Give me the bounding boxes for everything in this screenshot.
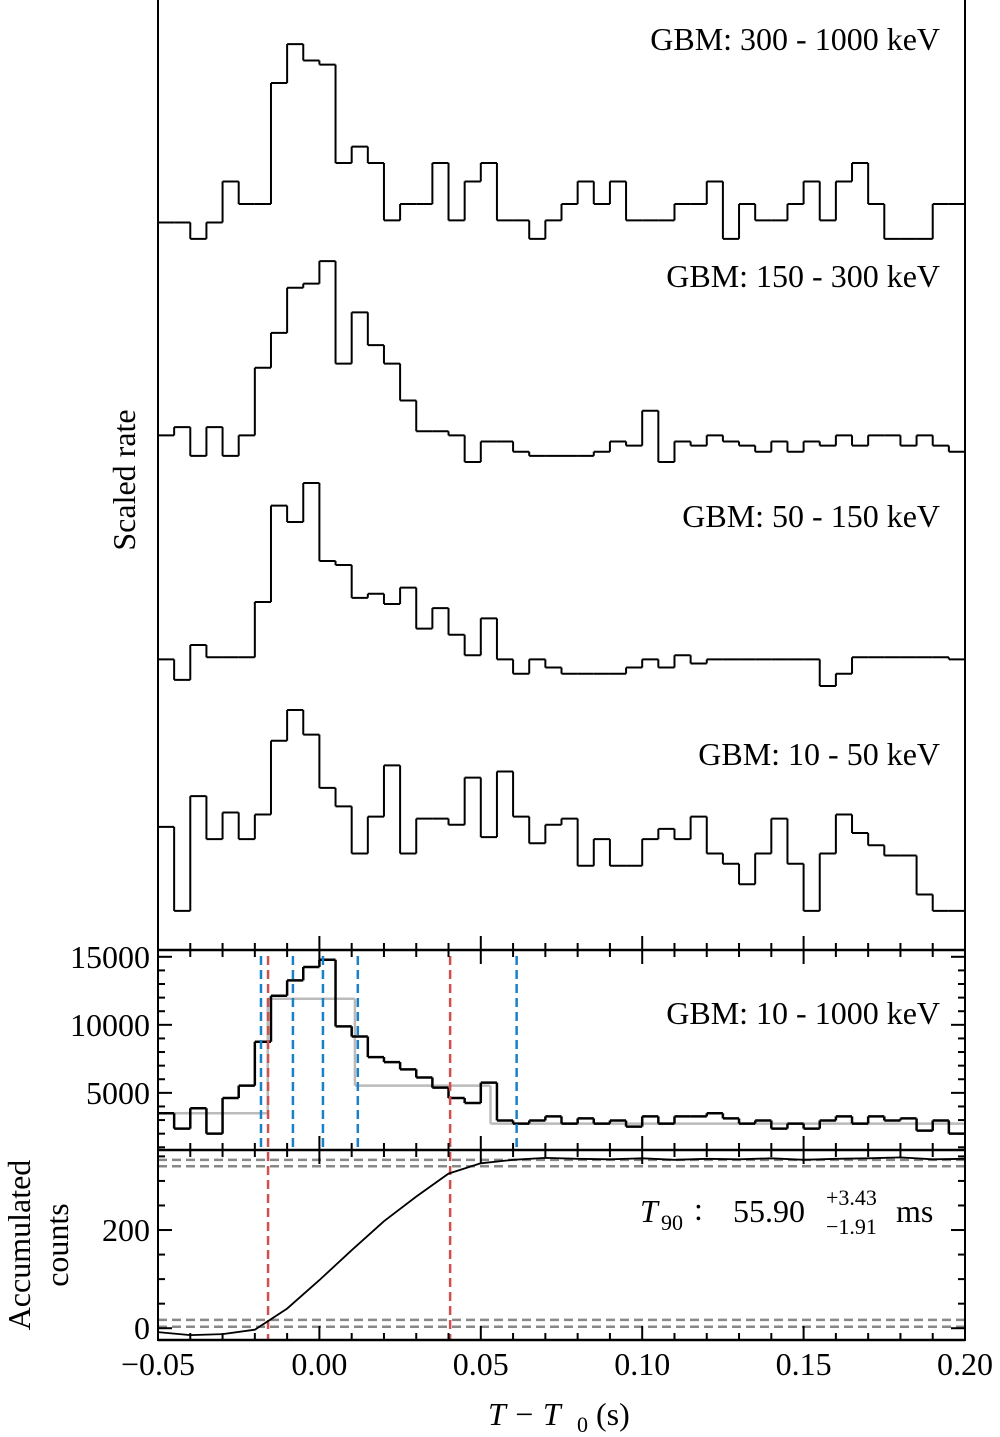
y-tick-label: 5000 bbox=[86, 1075, 150, 1111]
y-tick-label: 200 bbox=[102, 1212, 150, 1248]
y-axis-label: counts bbox=[39, 1203, 75, 1287]
x-axis-label: T − T bbox=[488, 1396, 563, 1432]
y-tick-label: 0 bbox=[134, 1310, 150, 1346]
curve bbox=[157, 1156, 966, 1337]
annotation: −1.91 bbox=[826, 1214, 877, 1239]
series-label: GBM: 150 - 300 keV bbox=[666, 258, 940, 294]
x-tick-label: 0.15 bbox=[776, 1346, 832, 1382]
x-axis-label: (s) bbox=[596, 1396, 630, 1432]
y-axis-label: Scaled rate bbox=[106, 409, 142, 550]
series-label: GBM: 300 - 1000 keV bbox=[650, 21, 940, 57]
annotation: 90 bbox=[661, 1210, 683, 1235]
annotation: T bbox=[640, 1193, 660, 1229]
y-tick-label: 15000 bbox=[70, 939, 150, 975]
annotation: 55.90 bbox=[733, 1193, 805, 1229]
x-tick-label: 0.00 bbox=[291, 1346, 347, 1382]
y-tick-label: 10000 bbox=[70, 1007, 150, 1043]
annotation: +3.43 bbox=[826, 1185, 877, 1210]
annotation: ms bbox=[896, 1193, 933, 1229]
x-tick-label: 0.20 bbox=[937, 1346, 993, 1382]
series-label: GBM: 50 - 150 keV bbox=[682, 498, 940, 534]
series-label: GBM: 10 - 1000 keV bbox=[666, 995, 940, 1031]
x-tick-label: 0.05 bbox=[453, 1346, 509, 1382]
x-axis-label: 0 bbox=[577, 1412, 588, 1437]
annotation: : bbox=[694, 1191, 703, 1227]
x-tick-label: −0.05 bbox=[121, 1346, 195, 1382]
series-label: GBM: 10 - 50 keV bbox=[698, 736, 940, 772]
x-tick-label: 0.10 bbox=[614, 1346, 670, 1382]
y-axis-label: Accumulated bbox=[1, 1160, 37, 1331]
